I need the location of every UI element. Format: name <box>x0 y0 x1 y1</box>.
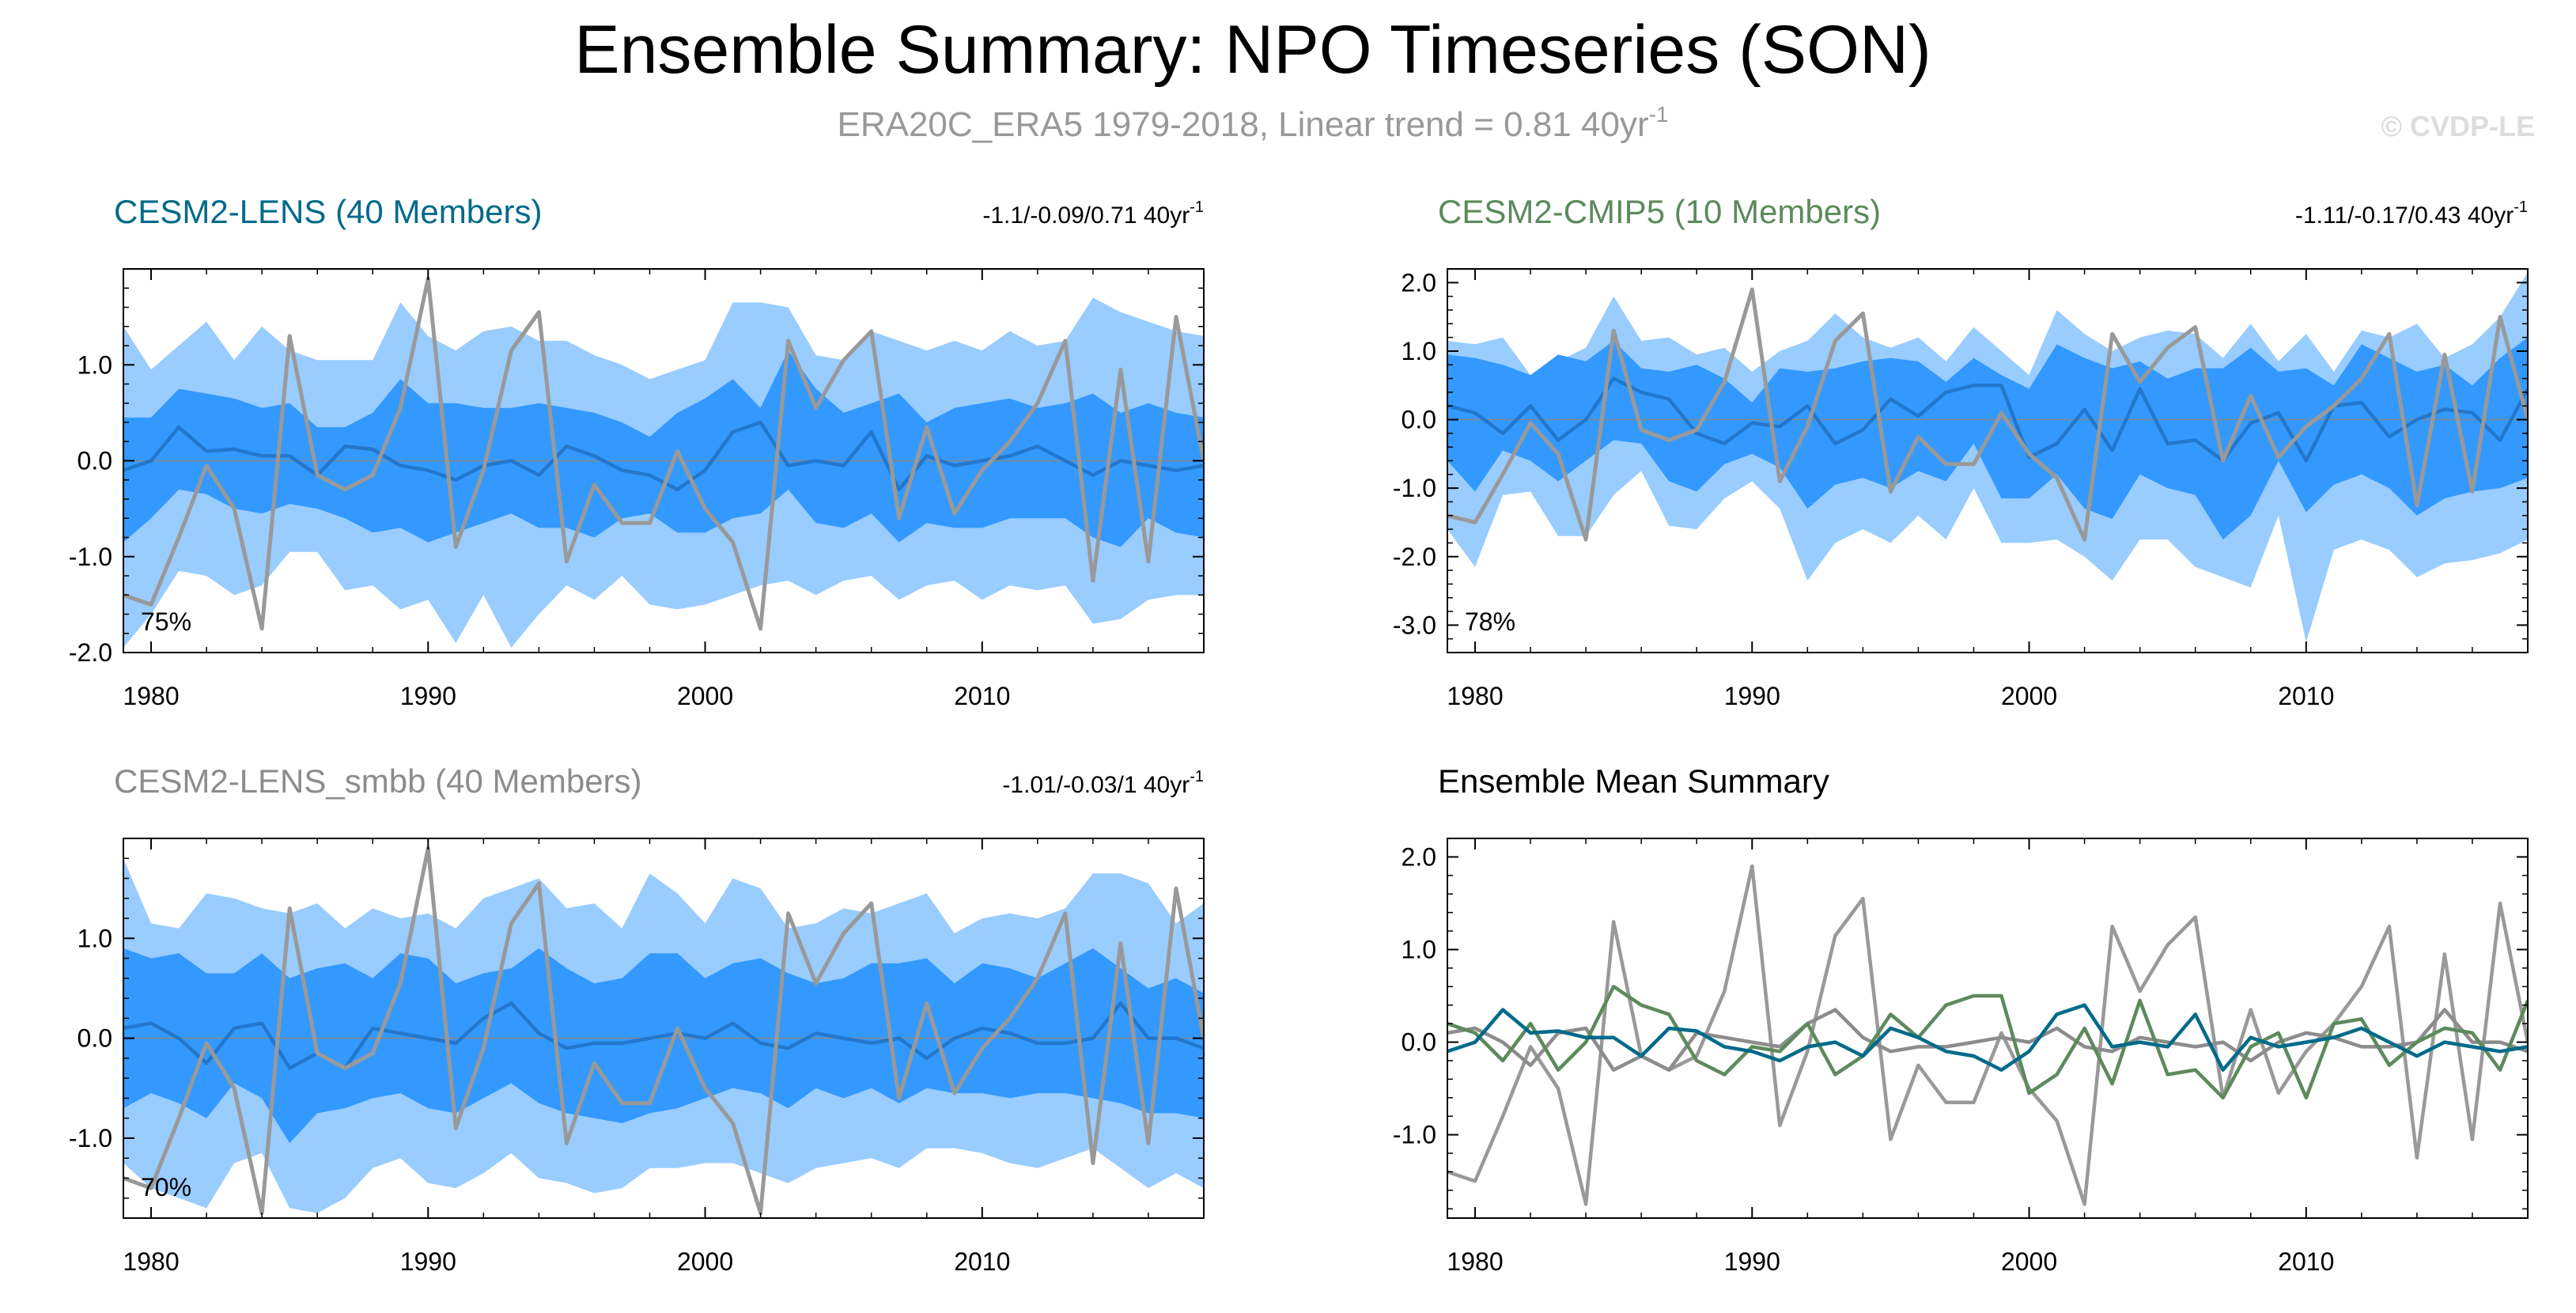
y-tick-label: -3.0 <box>1393 611 1436 639</box>
panel-title: CESM2-LENS_smbb (40 Members) <box>114 762 642 800</box>
band-25-75 <box>123 350 1204 547</box>
x-tick-label: 1990 <box>1724 682 1780 710</box>
x-tick-label: 2000 <box>677 682 733 710</box>
percent-label: 78% <box>1465 607 1515 636</box>
panel-cesm2-cmip5: CESM2-CMIP5 (10 Members) -1.11/-0.17/0.43… <box>1393 193 2529 710</box>
series-line-cesm2-cmip5 <box>1447 985 2528 1100</box>
plot-area <box>1447 272 2528 642</box>
y-tick-label: 1.0 <box>1401 935 1436 963</box>
trend-label: -1.11/-0.17/0.43 40yr-1 <box>2295 199 2528 229</box>
trend-label-sup: -1 <box>2514 199 2528 216</box>
x-tick-label: 1980 <box>123 682 179 710</box>
y-tick-label: 1.0 <box>1401 337 1436 365</box>
y-tick-label: 1.0 <box>78 350 112 379</box>
series-line-cesm2-lens-smbb <box>1447 1008 2528 1072</box>
trend-label: -1.1/-0.09/0.71 40yr-1 <box>982 199 1204 229</box>
x-tick-label: 1990 <box>400 1247 456 1276</box>
y-tick-label: 2.0 <box>1401 842 1436 871</box>
percent-label: 75% <box>141 607 191 636</box>
y-tick-label: 0.0 <box>1401 406 1436 434</box>
figure-subtitle: ERA20C_ERA5 1979-2018, Linear trend = 0.… <box>837 102 1668 144</box>
series-line-cesm2-lens <box>1447 1003 2528 1072</box>
observations-line <box>1447 287 2528 542</box>
plot-area <box>1447 864 2528 1206</box>
y-tick-label: -2.0 <box>1393 543 1436 571</box>
x-tick-label: 1980 <box>1447 682 1503 710</box>
x-tick-label: 1990 <box>1724 1247 1780 1276</box>
panel-cesm2-lens: CESM2-LENS (40 Members) -1.1/-0.09/0.71 4… <box>69 193 1205 710</box>
x-tick-label: 1990 <box>400 682 456 710</box>
x-tick-label: 1980 <box>1447 1247 1503 1276</box>
observations-line <box>123 276 1204 631</box>
trend-label-text: -1.01/-0.03/1 40yr <box>1002 772 1190 798</box>
x-tick-label: 2010 <box>2278 1247 2334 1276</box>
x-tick-label: 1980 <box>123 1247 179 1276</box>
y-tick-label: -1.0 <box>1393 1121 1436 1149</box>
x-tick-label: 2000 <box>677 1247 733 1276</box>
series-line-observations <box>1447 864 2528 1206</box>
plot-frame <box>1447 838 2529 1219</box>
y-tick-label: 0.0 <box>1401 1028 1436 1057</box>
observations-line <box>123 846 1204 1216</box>
figure-subtitle-text: ERA20C_ERA5 1979-2018, Linear trend = 0.… <box>837 105 1648 144</box>
ensemble-mean-line <box>123 1001 1204 1070</box>
trend-label: -1.01/-0.03/1 40yr-1 <box>1002 768 1204 798</box>
x-tick-label: 2010 <box>2278 682 2334 710</box>
x-tick-label: 2000 <box>2001 1247 2057 1276</box>
panel-ensemble-mean-summary: Ensemble Mean Summary -1.0 0.0 1.0 2.0 1980 19… <box>1393 762 2529 1276</box>
plot-area <box>123 276 1204 648</box>
x-tick-label: 2000 <box>2001 682 2057 710</box>
x-tick-label: 2010 <box>954 1247 1010 1276</box>
plot-frame <box>123 838 1205 1219</box>
x-tick-label: 2010 <box>954 682 1010 710</box>
panel-title: CESM2-LENS (40 Members) <box>114 193 542 230</box>
panel-title: CESM2-CMIP5 (10 Members) <box>1438 193 1881 230</box>
figure-subtitle-sup: -1 <box>1649 102 1669 127</box>
y-tick-label: -2.0 <box>69 638 112 667</box>
watermark: © CVDP-LE <box>2381 110 2535 142</box>
trend-label-text: -1.11/-0.17/0.43 40yr <box>2295 202 2514 229</box>
trend-label-sup: -1 <box>1190 199 1204 216</box>
y-tick-label: 0.0 <box>78 1024 112 1053</box>
y-tick-label: 0.0 <box>78 447 112 475</box>
y-tick-label: -1.0 <box>1393 474 1436 502</box>
trend-label-text: -1.1/-0.09/0.71 40yr <box>982 202 1190 229</box>
y-tick-label: -1.0 <box>69 1124 112 1152</box>
figure-title: Ensemble Summary: NPO Timeseries (SON) <box>574 12 1931 88</box>
y-tick-label: 2.0 <box>1401 268 1436 297</box>
panel-cesm2-lens-smbb: CESM2-LENS_smbb (40 Members) -1.01/-0.03/… <box>69 762 1205 1276</box>
trend-label-sup: -1 <box>1190 768 1204 785</box>
percent-label: 70% <box>141 1173 191 1201</box>
y-tick-label: 1.0 <box>78 924 112 952</box>
y-tick-label: -1.0 <box>69 543 112 571</box>
panel-title: Ensemble Mean Summary <box>1438 762 1829 800</box>
plot-area <box>123 846 1204 1216</box>
